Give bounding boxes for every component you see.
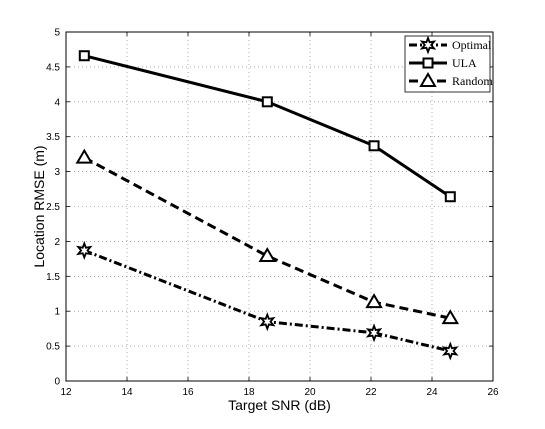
x-tick-label: 18: [243, 387, 255, 398]
legend-label-ula: ULA: [452, 56, 477, 70]
y-tick-label: 4: [54, 97, 60, 108]
data-point-random: [441, 309, 460, 325]
data-point-random: [365, 293, 383, 309]
x-tick-label: 22: [365, 387, 377, 398]
y-tick-label: 4.5: [46, 62, 60, 73]
series-line-ula: [83, 54, 452, 198]
x-axis-label: Target SNR (dB): [228, 397, 331, 413]
data-point-optimal: [365, 323, 383, 343]
series-random: [75, 148, 460, 325]
y-tick-label: 5: [54, 28, 60, 39]
legend-marker-ula: [422, 57, 434, 69]
y-axis-label: Location RMSE (m): [31, 145, 47, 267]
legend-label-optimal: Optimal: [452, 38, 492, 52]
legend-label-random: Random: [452, 74, 493, 88]
series-line-random: [83, 156, 451, 320]
x-tick-label: 20: [304, 387, 316, 398]
x-tick-label: 26: [487, 387, 499, 398]
data-point-ula: [368, 140, 380, 152]
y-tick-label: 0.5: [46, 342, 60, 353]
y-tick-label: 2.5: [46, 202, 60, 213]
data-point-ula: [78, 50, 90, 62]
data-series: [75, 50, 460, 361]
data-point-random: [258, 247, 277, 263]
y-tick-label: 1: [54, 307, 60, 318]
x-tick-label: 16: [182, 387, 194, 398]
series-line-optimal: [83, 249, 451, 353]
x-tick-label: 12: [60, 387, 72, 398]
legend: Optimal ULA Random: [404, 35, 493, 93]
data-point-random: [75, 148, 94, 164]
y-tick-label: 0: [54, 377, 60, 388]
y-tick-label: 3.5: [46, 132, 60, 143]
x-tick-label: 24: [426, 387, 438, 398]
series-ula: [78, 50, 456, 203]
y-tick-label: 3: [54, 167, 60, 178]
data-point-ula: [444, 191, 456, 203]
series-optimal: [76, 240, 459, 361]
data-point-optimal: [76, 240, 93, 261]
y-tick-label: 2: [54, 237, 60, 248]
data-point-optimal: [259, 312, 276, 332]
data-point-optimal: [442, 341, 459, 361]
legend-marker-optimal: [419, 35, 437, 55]
y-tick-label: 1.5: [46, 272, 60, 283]
legend-marker-random: [419, 72, 437, 87]
x-tick-label: 14: [121, 387, 133, 398]
data-point-ula: [261, 96, 273, 108]
axis-ticks: 12 14 16 18 20 22 24 26 0 0.5 1 1.5 2 2.5 3 3.5 4 4.5 5: [46, 28, 499, 399]
